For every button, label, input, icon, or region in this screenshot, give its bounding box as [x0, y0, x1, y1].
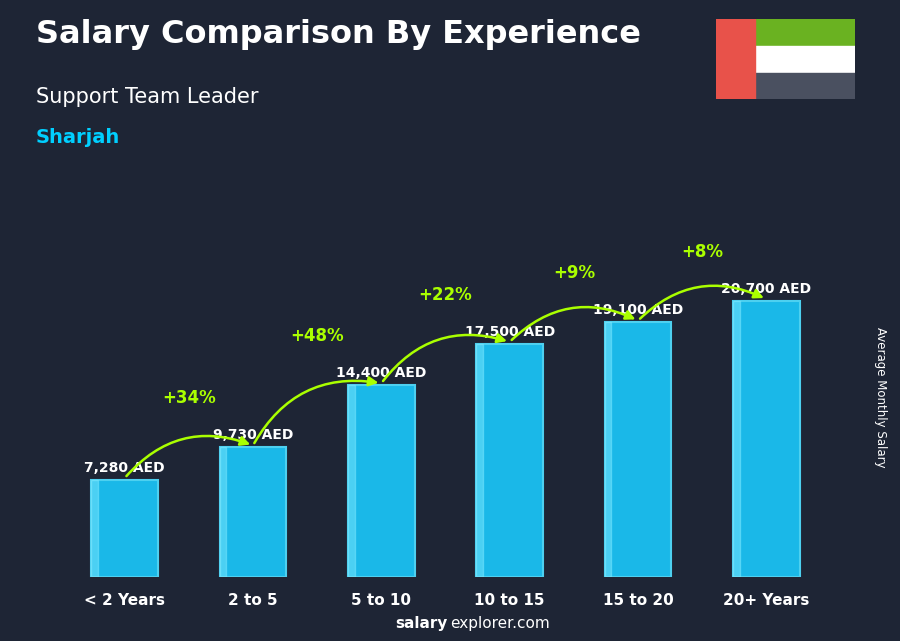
Text: +22%: +22%	[418, 286, 472, 304]
Bar	[220, 447, 286, 577]
Text: +9%: +9%	[553, 264, 595, 282]
Bar	[220, 447, 226, 577]
Text: 20,700 AED: 20,700 AED	[721, 282, 812, 296]
Bar	[716, 72, 855, 99]
Text: Support Team Leader: Support Team Leader	[36, 87, 258, 106]
Bar	[605, 322, 611, 577]
Bar	[348, 385, 355, 577]
Text: Salary Comparison By Experience: Salary Comparison By Experience	[36, 19, 641, 50]
Text: Average Monthly Salary: Average Monthly Salary	[874, 327, 886, 468]
Bar	[348, 385, 415, 577]
Text: explorer.com: explorer.com	[450, 617, 550, 631]
Text: 17,500 AED: 17,500 AED	[464, 324, 554, 338]
Text: +8%: +8%	[681, 243, 724, 261]
Bar	[476, 344, 483, 577]
Bar	[716, 19, 755, 99]
Text: 14,400 AED: 14,400 AED	[336, 366, 427, 380]
Text: 7,280 AED: 7,280 AED	[85, 461, 165, 475]
Bar	[605, 322, 671, 577]
Text: 9,730 AED: 9,730 AED	[212, 428, 293, 442]
Bar	[91, 480, 98, 577]
Bar	[716, 19, 855, 46]
Bar	[733, 301, 740, 577]
Text: +34%: +34%	[162, 389, 216, 407]
Bar	[716, 46, 855, 72]
Text: 19,100 AED: 19,100 AED	[593, 303, 683, 317]
Text: Sharjah: Sharjah	[36, 128, 121, 147]
Bar	[476, 344, 543, 577]
Text: salary: salary	[395, 617, 447, 631]
Bar	[733, 301, 800, 577]
Text: +48%: +48%	[291, 327, 344, 345]
Bar	[91, 480, 158, 577]
